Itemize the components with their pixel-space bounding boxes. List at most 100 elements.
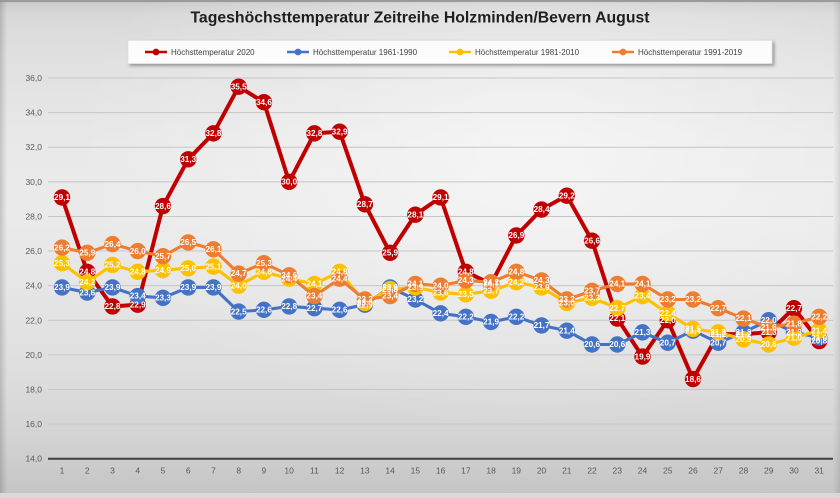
svg-text:16: 16 bbox=[436, 466, 446, 476]
svg-text:11: 11 bbox=[310, 466, 319, 476]
svg-text:23,9: 23,9 bbox=[534, 283, 550, 292]
svg-text:25,3: 25,3 bbox=[54, 259, 70, 268]
svg-text:21,0: 21,0 bbox=[811, 333, 827, 342]
svg-text:22,2: 22,2 bbox=[508, 313, 524, 322]
svg-text:26,5: 26,5 bbox=[180, 238, 196, 247]
svg-text:21,9: 21,9 bbox=[483, 318, 499, 327]
svg-text:22,8: 22,8 bbox=[105, 302, 121, 311]
svg-text:23,9: 23,9 bbox=[105, 283, 121, 292]
svg-text:22,9: 22,9 bbox=[357, 300, 373, 309]
svg-text:6: 6 bbox=[186, 466, 191, 476]
svg-text:21,3: 21,3 bbox=[635, 328, 651, 337]
svg-text:24,9: 24,9 bbox=[155, 266, 171, 275]
svg-text:28,0: 28,0 bbox=[25, 211, 42, 221]
svg-text:22,7: 22,7 bbox=[786, 304, 802, 313]
svg-text:23,3: 23,3 bbox=[584, 293, 600, 302]
svg-text:9: 9 bbox=[262, 466, 267, 476]
svg-text:35,5: 35,5 bbox=[231, 82, 247, 91]
svg-text:21,3: 21,3 bbox=[786, 328, 802, 337]
svg-text:21,8: 21,8 bbox=[786, 319, 802, 328]
svg-text:24,0: 24,0 bbox=[25, 281, 42, 291]
svg-text:24,1: 24,1 bbox=[407, 280, 423, 289]
svg-text:3: 3 bbox=[110, 466, 115, 476]
svg-text:22,0: 22,0 bbox=[25, 315, 42, 325]
svg-text:21,2: 21,2 bbox=[736, 330, 752, 339]
svg-text:26,9: 26,9 bbox=[508, 231, 524, 240]
svg-text:21,3: 21,3 bbox=[736, 328, 752, 337]
svg-text:23,4: 23,4 bbox=[635, 292, 651, 301]
svg-text:20,0: 20,0 bbox=[25, 350, 42, 360]
svg-text:30,0: 30,0 bbox=[281, 178, 297, 187]
svg-text:32,8: 32,8 bbox=[306, 129, 322, 138]
svg-text:24,1: 24,1 bbox=[609, 280, 625, 289]
svg-text:25,0: 25,0 bbox=[180, 264, 196, 273]
svg-text:22,2: 22,2 bbox=[811, 313, 827, 322]
svg-text:22: 22 bbox=[587, 466, 597, 476]
svg-text:32,0: 32,0 bbox=[25, 142, 42, 152]
svg-text:24,2: 24,2 bbox=[483, 278, 499, 287]
svg-text:29,1: 29,1 bbox=[54, 193, 70, 202]
svg-text:26,0: 26,0 bbox=[25, 246, 42, 256]
svg-text:23,7: 23,7 bbox=[584, 287, 600, 296]
svg-text:26,6: 26,6 bbox=[584, 236, 600, 245]
svg-text:22,0: 22,0 bbox=[660, 316, 676, 325]
svg-text:23: 23 bbox=[613, 466, 623, 476]
svg-text:32,8: 32,8 bbox=[205, 129, 221, 138]
svg-text:25,7: 25,7 bbox=[155, 252, 171, 261]
svg-text:24,8: 24,8 bbox=[79, 268, 95, 277]
svg-text:Höchsttemperatur 1961-1990: Höchsttemperatur 1961-1990 bbox=[313, 48, 418, 57]
svg-text:27: 27 bbox=[714, 466, 724, 476]
svg-text:29: 29 bbox=[764, 466, 774, 476]
svg-text:22,4: 22,4 bbox=[660, 309, 676, 318]
svg-text:23,2: 23,2 bbox=[685, 295, 701, 304]
svg-text:25,1: 25,1 bbox=[205, 262, 221, 271]
svg-text:23,4: 23,4 bbox=[130, 292, 146, 301]
svg-text:21,4: 21,4 bbox=[559, 326, 575, 335]
svg-text:26: 26 bbox=[688, 466, 698, 476]
svg-text:24,8: 24,8 bbox=[458, 268, 474, 277]
svg-text:36,0: 36,0 bbox=[25, 73, 42, 83]
svg-text:24,2: 24,2 bbox=[79, 278, 95, 287]
svg-text:25,3: 25,3 bbox=[256, 259, 272, 268]
svg-text:20: 20 bbox=[537, 466, 547, 476]
svg-text:21,0: 21,0 bbox=[786, 333, 802, 342]
svg-text:19,9: 19,9 bbox=[635, 352, 651, 361]
svg-text:23,3: 23,3 bbox=[155, 293, 171, 302]
svg-text:23,2: 23,2 bbox=[660, 295, 676, 304]
svg-text:22,7: 22,7 bbox=[609, 304, 625, 313]
svg-text:23,4: 23,4 bbox=[306, 292, 322, 301]
svg-text:22,0: 22,0 bbox=[761, 316, 777, 325]
svg-text:20,6: 20,6 bbox=[584, 340, 600, 349]
svg-text:28,4: 28,4 bbox=[534, 205, 550, 214]
svg-text:22,7: 22,7 bbox=[306, 304, 322, 313]
svg-text:23,9: 23,9 bbox=[382, 283, 398, 292]
svg-text:23,2: 23,2 bbox=[559, 295, 575, 304]
svg-text:4: 4 bbox=[135, 466, 140, 476]
svg-text:23,2: 23,2 bbox=[407, 295, 423, 304]
svg-text:25: 25 bbox=[663, 466, 673, 476]
svg-text:20,9: 20,9 bbox=[736, 335, 752, 344]
svg-text:25,9: 25,9 bbox=[79, 248, 95, 257]
svg-text:18: 18 bbox=[486, 466, 496, 476]
svg-text:21: 21 bbox=[562, 466, 572, 476]
svg-text:28,7: 28,7 bbox=[357, 200, 373, 209]
svg-text:21,2: 21,2 bbox=[710, 330, 726, 339]
svg-text:23,9: 23,9 bbox=[407, 283, 423, 292]
svg-text:22,5: 22,5 bbox=[231, 307, 247, 316]
svg-text:5: 5 bbox=[161, 466, 166, 476]
svg-text:23,4: 23,4 bbox=[382, 292, 398, 301]
svg-text:24,7: 24,7 bbox=[231, 269, 247, 278]
svg-text:24,8: 24,8 bbox=[508, 268, 524, 277]
svg-text:18,6: 18,6 bbox=[685, 375, 701, 384]
svg-text:20,8: 20,8 bbox=[811, 337, 827, 346]
svg-text:Höchsttemperatur 1991-2019: Höchsttemperatur 1991-2019 bbox=[638, 48, 743, 57]
svg-text:30: 30 bbox=[789, 466, 799, 476]
svg-text:Tageshöchsttemperatur Zeitreih: Tageshöchsttemperatur Zeitreihe Holzmind… bbox=[190, 10, 650, 27]
svg-text:2: 2 bbox=[85, 466, 90, 476]
svg-text:23,0: 23,0 bbox=[559, 299, 575, 308]
svg-text:22,6: 22,6 bbox=[332, 306, 348, 315]
svg-text:20,6: 20,6 bbox=[761, 340, 777, 349]
svg-text:24,3: 24,3 bbox=[458, 276, 474, 285]
svg-text:24,0: 24,0 bbox=[433, 281, 449, 290]
svg-text:25,9: 25,9 bbox=[382, 248, 398, 257]
